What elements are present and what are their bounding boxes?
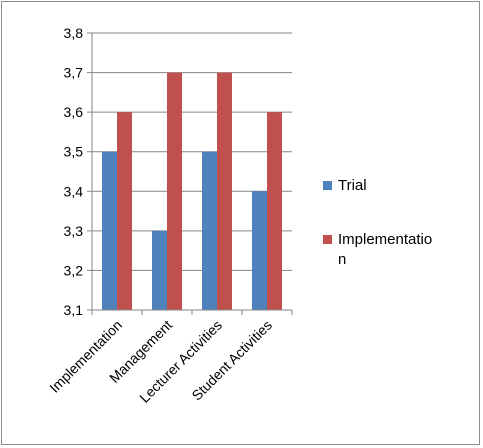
y-tick-label: 3,5 bbox=[64, 144, 84, 160]
y-tick-label: 3,8 bbox=[64, 25, 84, 41]
y-tick-label: 3,3 bbox=[64, 223, 84, 239]
y-tick-label: 3,6 bbox=[64, 104, 84, 120]
y-tick-label: 3,7 bbox=[64, 65, 84, 81]
x-category-label: Implementation bbox=[46, 317, 125, 396]
bar-implementation bbox=[267, 112, 282, 311]
legend-label: Trial bbox=[338, 177, 367, 194]
legend-swatch bbox=[323, 235, 332, 244]
bar-trial bbox=[252, 191, 267, 310]
bar-trial bbox=[102, 151, 117, 310]
bar-implementation bbox=[217, 72, 232, 310]
bar-trial bbox=[202, 151, 217, 310]
y-tick-label: 3,4 bbox=[64, 183, 84, 199]
legend-label: Implementatio bbox=[338, 231, 432, 248]
bar-implementation bbox=[117, 112, 132, 311]
bar-implementation bbox=[167, 72, 182, 310]
bar-trial bbox=[152, 230, 167, 310]
y-tick-label: 3,2 bbox=[64, 262, 84, 278]
legend-label: n bbox=[338, 251, 346, 268]
y-tick-label: 3,1 bbox=[64, 302, 84, 318]
legend-swatch bbox=[323, 181, 332, 190]
